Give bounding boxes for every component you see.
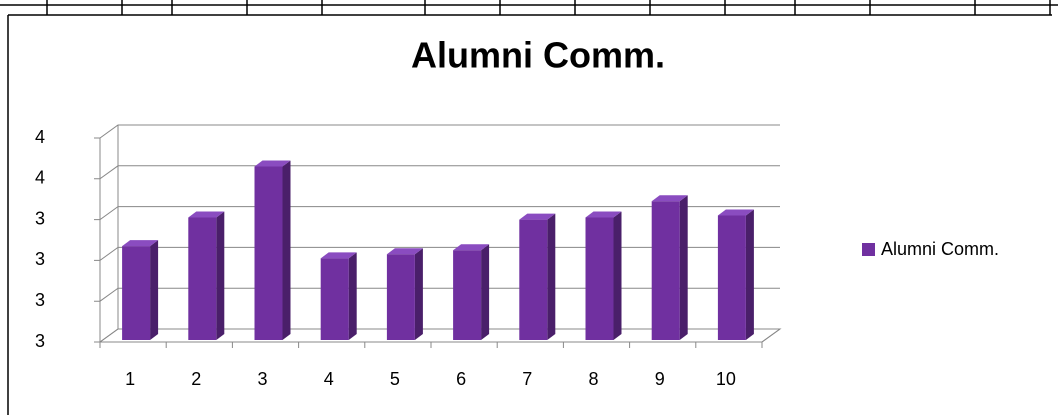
bar xyxy=(254,160,291,340)
bar-front xyxy=(386,254,415,340)
bar-side xyxy=(348,252,357,340)
x-tick-label: 4 xyxy=(324,369,334,389)
bar-top xyxy=(519,213,556,220)
bar xyxy=(717,209,754,340)
bar-front xyxy=(254,166,283,340)
legend-label: Alumni Comm. xyxy=(881,239,999,259)
bar-top xyxy=(254,160,291,167)
grid-line xyxy=(94,328,780,343)
bar-side xyxy=(745,209,754,340)
bar-top xyxy=(453,244,490,251)
y-tick-label: 3 xyxy=(35,249,45,269)
bar-side xyxy=(414,248,423,340)
x-tick-label: 1 xyxy=(125,369,135,389)
grid-line xyxy=(94,165,780,180)
bar-front xyxy=(519,219,548,340)
grid-line xyxy=(94,287,780,302)
bar-side xyxy=(679,195,688,340)
bar xyxy=(651,195,688,340)
x-tick-label: 7 xyxy=(522,369,532,389)
bar-side xyxy=(481,244,490,340)
bar-front xyxy=(122,246,151,340)
y-tick-label: 3 xyxy=(35,208,45,228)
bar xyxy=(453,244,490,340)
bar-top xyxy=(122,240,159,247)
bar-top xyxy=(320,252,357,259)
bar-top xyxy=(585,211,622,218)
x-tick-label: 9 xyxy=(655,369,665,389)
bar-side xyxy=(613,211,622,340)
bar-side xyxy=(282,160,291,340)
y-tick-label: 3 xyxy=(35,331,45,351)
bar-top xyxy=(651,195,688,202)
bar-side xyxy=(150,240,159,340)
bar-front xyxy=(453,250,482,340)
chart-title: Alumni Comm. xyxy=(411,35,665,76)
bar-side xyxy=(216,211,225,340)
bar xyxy=(320,252,357,340)
x-tick-label: 3 xyxy=(257,369,267,389)
bar-front xyxy=(188,217,217,340)
bar-front xyxy=(585,217,614,340)
x-tick-label: 2 xyxy=(191,369,201,389)
y-tick-label: 4 xyxy=(35,127,45,147)
x-tick-label: 10 xyxy=(716,369,736,389)
bar xyxy=(519,213,556,340)
legend-swatch xyxy=(862,243,875,256)
x-tick-label: 5 xyxy=(390,369,400,389)
bar-top xyxy=(188,211,225,218)
y-tick-label: 4 xyxy=(35,168,45,188)
y-tick-label: 3 xyxy=(35,290,45,310)
bar-top xyxy=(717,209,754,216)
bar-front xyxy=(717,215,746,340)
grid-line xyxy=(94,206,780,221)
x-tick-label: 8 xyxy=(588,369,598,389)
bar xyxy=(188,211,225,340)
x-tick-label: 6 xyxy=(456,369,466,389)
bar-side xyxy=(547,213,556,340)
grid-line xyxy=(94,246,780,261)
bar-top xyxy=(386,248,423,255)
bar-front xyxy=(320,258,349,340)
bar xyxy=(386,248,423,340)
grid-line xyxy=(94,124,780,139)
bar xyxy=(122,240,159,340)
bar xyxy=(585,211,622,340)
floor-edge xyxy=(761,328,781,343)
bar-front xyxy=(651,201,680,340)
